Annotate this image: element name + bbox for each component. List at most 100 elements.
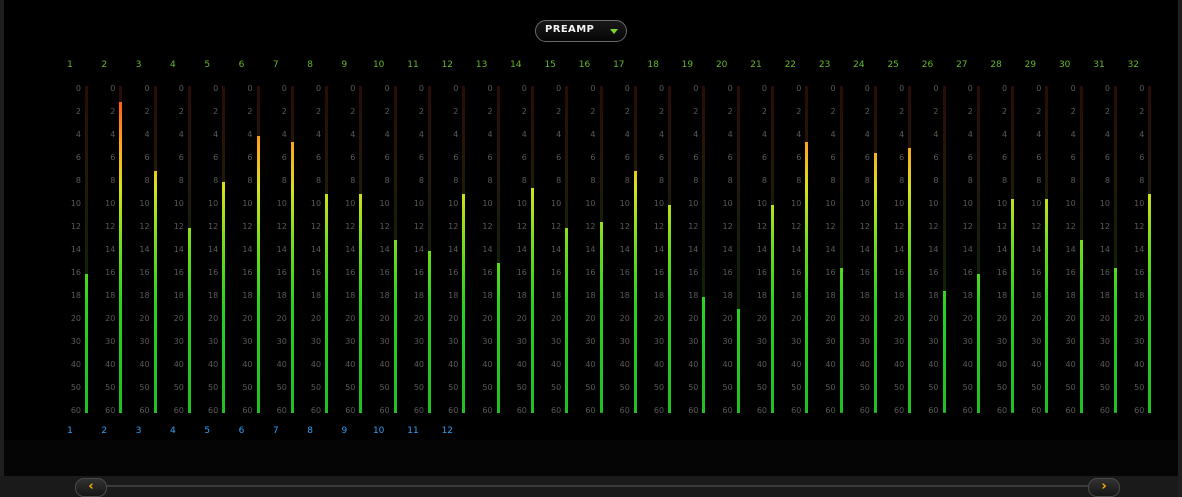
meter-level-bar <box>530 187 534 413</box>
db-scale-label: 12 <box>139 222 150 231</box>
db-scale-label: 0 <box>521 84 527 93</box>
db-scale-label: 0 <box>899 84 905 93</box>
db-scale-label: 0 <box>384 84 390 93</box>
db-scale-label: 12 <box>619 222 630 231</box>
db-scale-label: 16 <box>70 268 81 277</box>
db-scale-label: 0 <box>761 84 767 93</box>
db-scale-label: 0 <box>796 84 802 93</box>
db-scale-label: 30 <box>345 337 356 346</box>
db-scale-label: 0 <box>727 84 733 93</box>
db-scale-label: 50 <box>619 383 630 392</box>
horizontal-scrollbar[interactable]: ‹ › <box>0 476 1182 497</box>
channel-number: 3 <box>135 60 142 70</box>
scroll-right-button[interactable]: › <box>1088 478 1120 497</box>
db-scale-label: 18 <box>139 291 150 300</box>
db-scale-label: 50 <box>859 383 870 392</box>
db-scale-label: 60 <box>619 406 630 415</box>
db-scale-label: 20 <box>413 314 424 323</box>
db-scale-label: 8 <box>624 176 630 185</box>
meter-level-bar <box>908 147 912 413</box>
db-scale-label: 50 <box>345 383 356 392</box>
db-scale-label: 20 <box>962 314 973 323</box>
meter-5 <box>222 86 226 413</box>
db-scale-label: 6 <box>796 153 802 162</box>
db-scale-label: 6 <box>864 153 870 162</box>
meter-29 <box>1045 86 1049 413</box>
meter-4 <box>187 86 191 413</box>
db-scale-label: 2 <box>487 107 493 116</box>
db-scale-label: 10 <box>345 199 356 208</box>
meter-level-bar <box>1114 268 1117 413</box>
section-selector[interactable]: PREAMP <box>535 20 627 42</box>
channel-number: 17 <box>613 60 625 70</box>
db-scale-label: 50 <box>791 383 802 392</box>
db-scale-label: 50 <box>208 383 219 392</box>
db-scale-label: 50 <box>70 383 81 392</box>
meter-level-bar <box>702 297 706 413</box>
db-scale-label: 6 <box>247 153 253 162</box>
db-scale-label: 50 <box>894 383 905 392</box>
db-scale-label: 14 <box>791 245 802 254</box>
meter-level-bar <box>119 101 123 413</box>
db-scale-label: 18 <box>1031 291 1042 300</box>
db-scale-label: 60 <box>105 406 116 415</box>
db-scale-label: 40 <box>448 360 459 369</box>
channel-number: 30 <box>1058 60 1071 70</box>
db-scale-label: 50 <box>276 383 287 392</box>
db-scale-label: 2 <box>933 107 939 116</box>
db-scale-label: 50 <box>482 383 493 392</box>
channel-number: 16 <box>578 60 591 70</box>
db-scale-label: 4 <box>281 130 287 139</box>
db-scale-label: 16 <box>413 268 424 277</box>
meter-level-bar <box>290 141 294 413</box>
meter-12 <box>462 86 466 413</box>
db-scale-label: 20 <box>653 314 665 323</box>
db-scale-label: 2 <box>761 107 767 116</box>
db-scale-label: 8 <box>350 176 356 185</box>
db-scale-label: 6 <box>899 153 905 162</box>
db-scale-label: 16 <box>516 268 527 277</box>
db-scale-label: 4 <box>1002 130 1008 139</box>
db-scale-label: 4 <box>659 130 665 139</box>
db-scale-label: 20 <box>859 314 870 323</box>
channel-number: 31 <box>1093 60 1105 70</box>
db-scale-label: 40 <box>722 360 733 369</box>
db-scale-label: 14 <box>242 245 253 254</box>
db-scale-label: 50 <box>551 383 562 392</box>
meter-9 <box>359 86 363 413</box>
db-scale-label: 16 <box>551 268 562 277</box>
db-scale-label: 10 <box>585 199 596 208</box>
db-scale-label: 4 <box>864 130 870 139</box>
db-scale-label: 4 <box>144 130 150 139</box>
db-scale-label: 6 <box>556 153 562 162</box>
db-scale-label: 14 <box>722 245 733 254</box>
db-scale-label: 18 <box>242 291 253 300</box>
db-scale-label: 4 <box>75 130 81 139</box>
channel-number: 24 <box>853 60 865 70</box>
db-scale-label: 12 <box>756 222 767 231</box>
db-scale-label: 60 <box>413 406 424 415</box>
db-scale-label: 60 <box>688 406 699 415</box>
db-scale-label: 60 <box>653 406 665 415</box>
db-scale-label: 2 <box>796 107 802 116</box>
db-scale-label: 4 <box>590 130 596 139</box>
channel-number: 13 <box>475 60 488 70</box>
db-scale-label: 14 <box>585 245 596 254</box>
db-scale-label: 10 <box>653 199 665 208</box>
db-scale-label: 18 <box>859 291 870 300</box>
db-scale-label: 18 <box>310 291 322 300</box>
db-scale-label: 6 <box>967 153 973 162</box>
db-scale-label: 8 <box>796 176 802 185</box>
scroll-track[interactable] <box>98 485 1088 487</box>
scroll-left-button[interactable]: ‹ <box>75 478 107 497</box>
meter-8 <box>325 86 329 413</box>
db-scale-label: 30 <box>1099 337 1110 346</box>
db-scale-label: 8 <box>659 176 665 185</box>
db-scale-label: 8 <box>864 176 870 185</box>
meter-level-bar <box>1045 199 1049 413</box>
db-scale-label: 10 <box>242 199 253 208</box>
db-scale-label: 30 <box>139 337 150 346</box>
db-scale-label: 60 <box>756 406 767 415</box>
channel-number: 22 <box>784 60 797 70</box>
db-scale-label: 2 <box>521 107 527 116</box>
